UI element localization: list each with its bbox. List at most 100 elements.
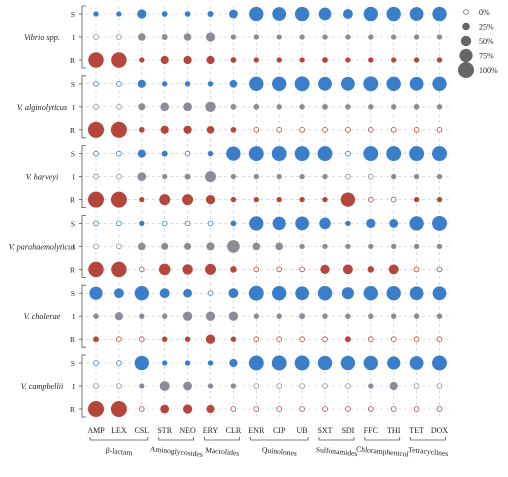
bubble-point [93,313,99,319]
bubble-point [139,313,145,319]
bubble-point [272,286,287,301]
group-label: V. harveyi [26,173,59,182]
bubble-point [391,34,397,40]
bubble-point [413,266,420,273]
bubble-point [205,263,216,275]
level-label: S [71,80,75,89]
bubble-point [93,360,99,366]
x-tick-label: SXT [317,426,332,435]
class-label: Macrolides [205,445,240,458]
bubble-point [207,383,214,389]
bubble-point [207,220,214,227]
bubble-point [183,125,192,134]
panel-frames [79,5,86,418]
bubble-point [413,383,420,389]
class-bracket [89,437,149,441]
bubble-point [205,171,216,183]
bubble-point [409,356,424,370]
level-label: S [71,10,75,19]
bubble-point [413,173,420,180]
bubble-point [184,220,191,227]
bubble-point [160,55,169,65]
bubble-point [205,311,216,321]
bubble-point [322,127,328,133]
bubble-point [162,360,168,366]
bubble-point [340,355,356,371]
bubble-point [138,103,146,111]
x-tick-label: LEX [111,426,127,435]
bubble-point [116,243,122,250]
x-axis: AMP LEX CSL STR NEO ERY CLR ENR CIP UB SXT SDI FFC TH… [87,426,449,459]
bubble-point [342,264,353,275]
bubble-point [368,57,374,63]
group-bracket [81,215,86,278]
bubble-point [139,266,145,273]
bubble-point [276,104,282,110]
bubble-point [409,286,424,301]
bubble-point [295,216,309,231]
bubble-point [184,11,191,17]
bubble-point [158,263,171,276]
bubble-point [139,57,145,63]
bubble-point [138,242,146,251]
bubble-point [88,121,104,138]
level-label: R [70,196,75,205]
bubble-point [320,264,330,275]
bubble-point [276,406,283,412]
bubble-point [116,11,122,17]
bubble-point [160,125,169,134]
bubble-point [271,355,287,371]
class-label: Aminoglycosides [150,444,204,459]
bubble-point [184,173,191,180]
x-tick-label: DOX [431,426,449,435]
bubble-point [367,173,374,180]
bubble-point [230,406,237,412]
bubble-point [386,146,402,162]
level-label: S [71,150,75,159]
bubble-point [345,220,351,227]
bubble-point [322,34,328,40]
group-bracket [81,284,86,348]
level-label: I [73,242,76,251]
bubble-point [228,311,239,321]
x-tick-label: CIP [273,426,286,435]
bubble-point [345,313,351,319]
bubble-point [322,383,328,389]
bubble-point [299,406,305,412]
bubble-point [299,173,305,180]
bubble-point [229,80,238,88]
bubble-point [111,52,127,68]
bubble-point [205,194,216,205]
bubble-point [93,150,99,157]
bubble-point [116,81,122,87]
bubble-point [413,103,420,110]
bubble-point [390,406,397,412]
bubble-point [276,57,282,63]
bubble-point [248,285,264,301]
bubble-point [161,242,169,250]
bubble-point [299,196,305,203]
bubble-point [253,266,260,273]
bubble-point [272,76,287,91]
bubbles [88,6,447,417]
bubble-point [367,406,374,412]
bubble-point [367,336,374,343]
bubble-point [436,313,443,319]
bubble-point [161,220,168,227]
bubble-point [322,173,328,180]
bubble-point [249,76,264,91]
bubble-point [413,127,420,133]
bubble-point [368,243,374,250]
bubble-point [230,336,237,342]
bubble-point [93,336,99,343]
bubble-point [341,76,355,91]
bubble-point [366,218,376,229]
bubble-point [368,313,374,319]
legend-swatch [459,48,473,63]
x-tick-label: UB [297,426,308,435]
bubble-point [436,336,443,343]
bubble-point [344,336,351,343]
bubble-point [436,266,443,273]
bubble-point [230,266,237,273]
bubble-point [317,286,333,301]
